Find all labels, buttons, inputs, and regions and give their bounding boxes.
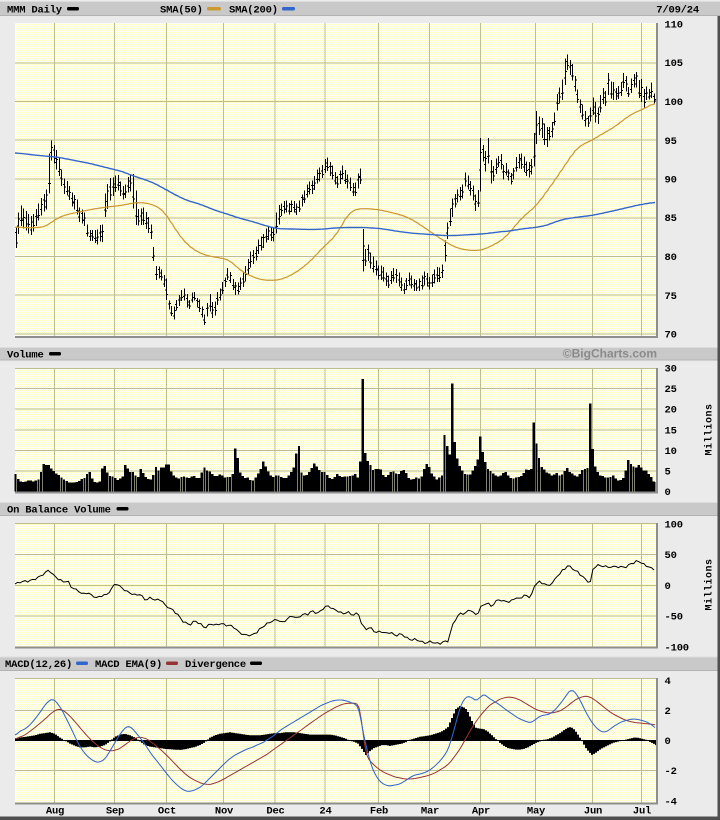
svg-text:100: 100 — [665, 519, 683, 531]
svg-text:SMA(200): SMA(200) — [229, 5, 278, 17]
svg-text:SMA(50): SMA(50) — [160, 5, 203, 17]
svg-text:Apr: Apr — [472, 806, 490, 818]
svg-text:-2: -2 — [665, 766, 677, 778]
svg-text:-4: -4 — [665, 796, 677, 808]
svg-text:Jun: Jun — [584, 806, 602, 818]
svg-text:2: 2 — [665, 706, 671, 718]
svg-text:Sep: Sep — [106, 806, 124, 818]
svg-text:5: 5 — [665, 466, 671, 478]
svg-text:MACD(12,26): MACD(12,26) — [5, 659, 72, 671]
svg-text:24: 24 — [319, 806, 331, 818]
svg-text:10: 10 — [665, 446, 677, 458]
svg-text:85: 85 — [665, 213, 677, 225]
svg-text:-50: -50 — [665, 612, 683, 624]
svg-text:Mar: Mar — [421, 806, 439, 818]
svg-text:0: 0 — [665, 487, 671, 499]
svg-text:On Balance Volume: On Balance Volume — [7, 505, 111, 517]
svg-text:30: 30 — [665, 364, 677, 376]
svg-text:Aug: Aug — [46, 806, 64, 818]
svg-text:Divergence: Divergence — [185, 659, 246, 671]
svg-text:Millions: Millions — [704, 558, 716, 610]
svg-text:Oct: Oct — [158, 806, 176, 818]
svg-text:20: 20 — [665, 405, 677, 417]
svg-text:-100: -100 — [665, 643, 689, 655]
svg-text:Volume: Volume — [7, 350, 44, 362]
svg-text:May: May — [527, 806, 546, 818]
svg-text:105: 105 — [665, 58, 683, 70]
svg-text:15: 15 — [665, 425, 677, 437]
svg-text:©BigCharts.com: ©BigCharts.com — [563, 347, 657, 361]
svg-text:7/09/24: 7/09/24 — [656, 5, 699, 17]
svg-text:25: 25 — [665, 384, 677, 396]
svg-text:Dec: Dec — [266, 806, 284, 818]
svg-text:Nov: Nov — [215, 806, 234, 818]
svg-text:Millions: Millions — [704, 403, 716, 455]
svg-text:50: 50 — [665, 550, 677, 562]
svg-text:80: 80 — [665, 252, 677, 264]
svg-text:90: 90 — [665, 175, 677, 187]
svg-text:100: 100 — [665, 97, 683, 109]
svg-text:75: 75 — [665, 291, 677, 303]
svg-text:Jul: Jul — [633, 806, 651, 818]
svg-text:MACD EMA(9): MACD EMA(9) — [95, 659, 162, 671]
svg-text:70: 70 — [665, 330, 677, 342]
svg-text:0: 0 — [665, 581, 671, 593]
svg-text:95: 95 — [665, 136, 677, 148]
svg-text:Feb: Feb — [370, 806, 388, 818]
svg-text:0: 0 — [665, 736, 671, 748]
svg-text:MMM Daily: MMM Daily — [7, 5, 63, 17]
svg-text:4: 4 — [665, 676, 671, 688]
svg-text:110: 110 — [665, 20, 683, 32]
